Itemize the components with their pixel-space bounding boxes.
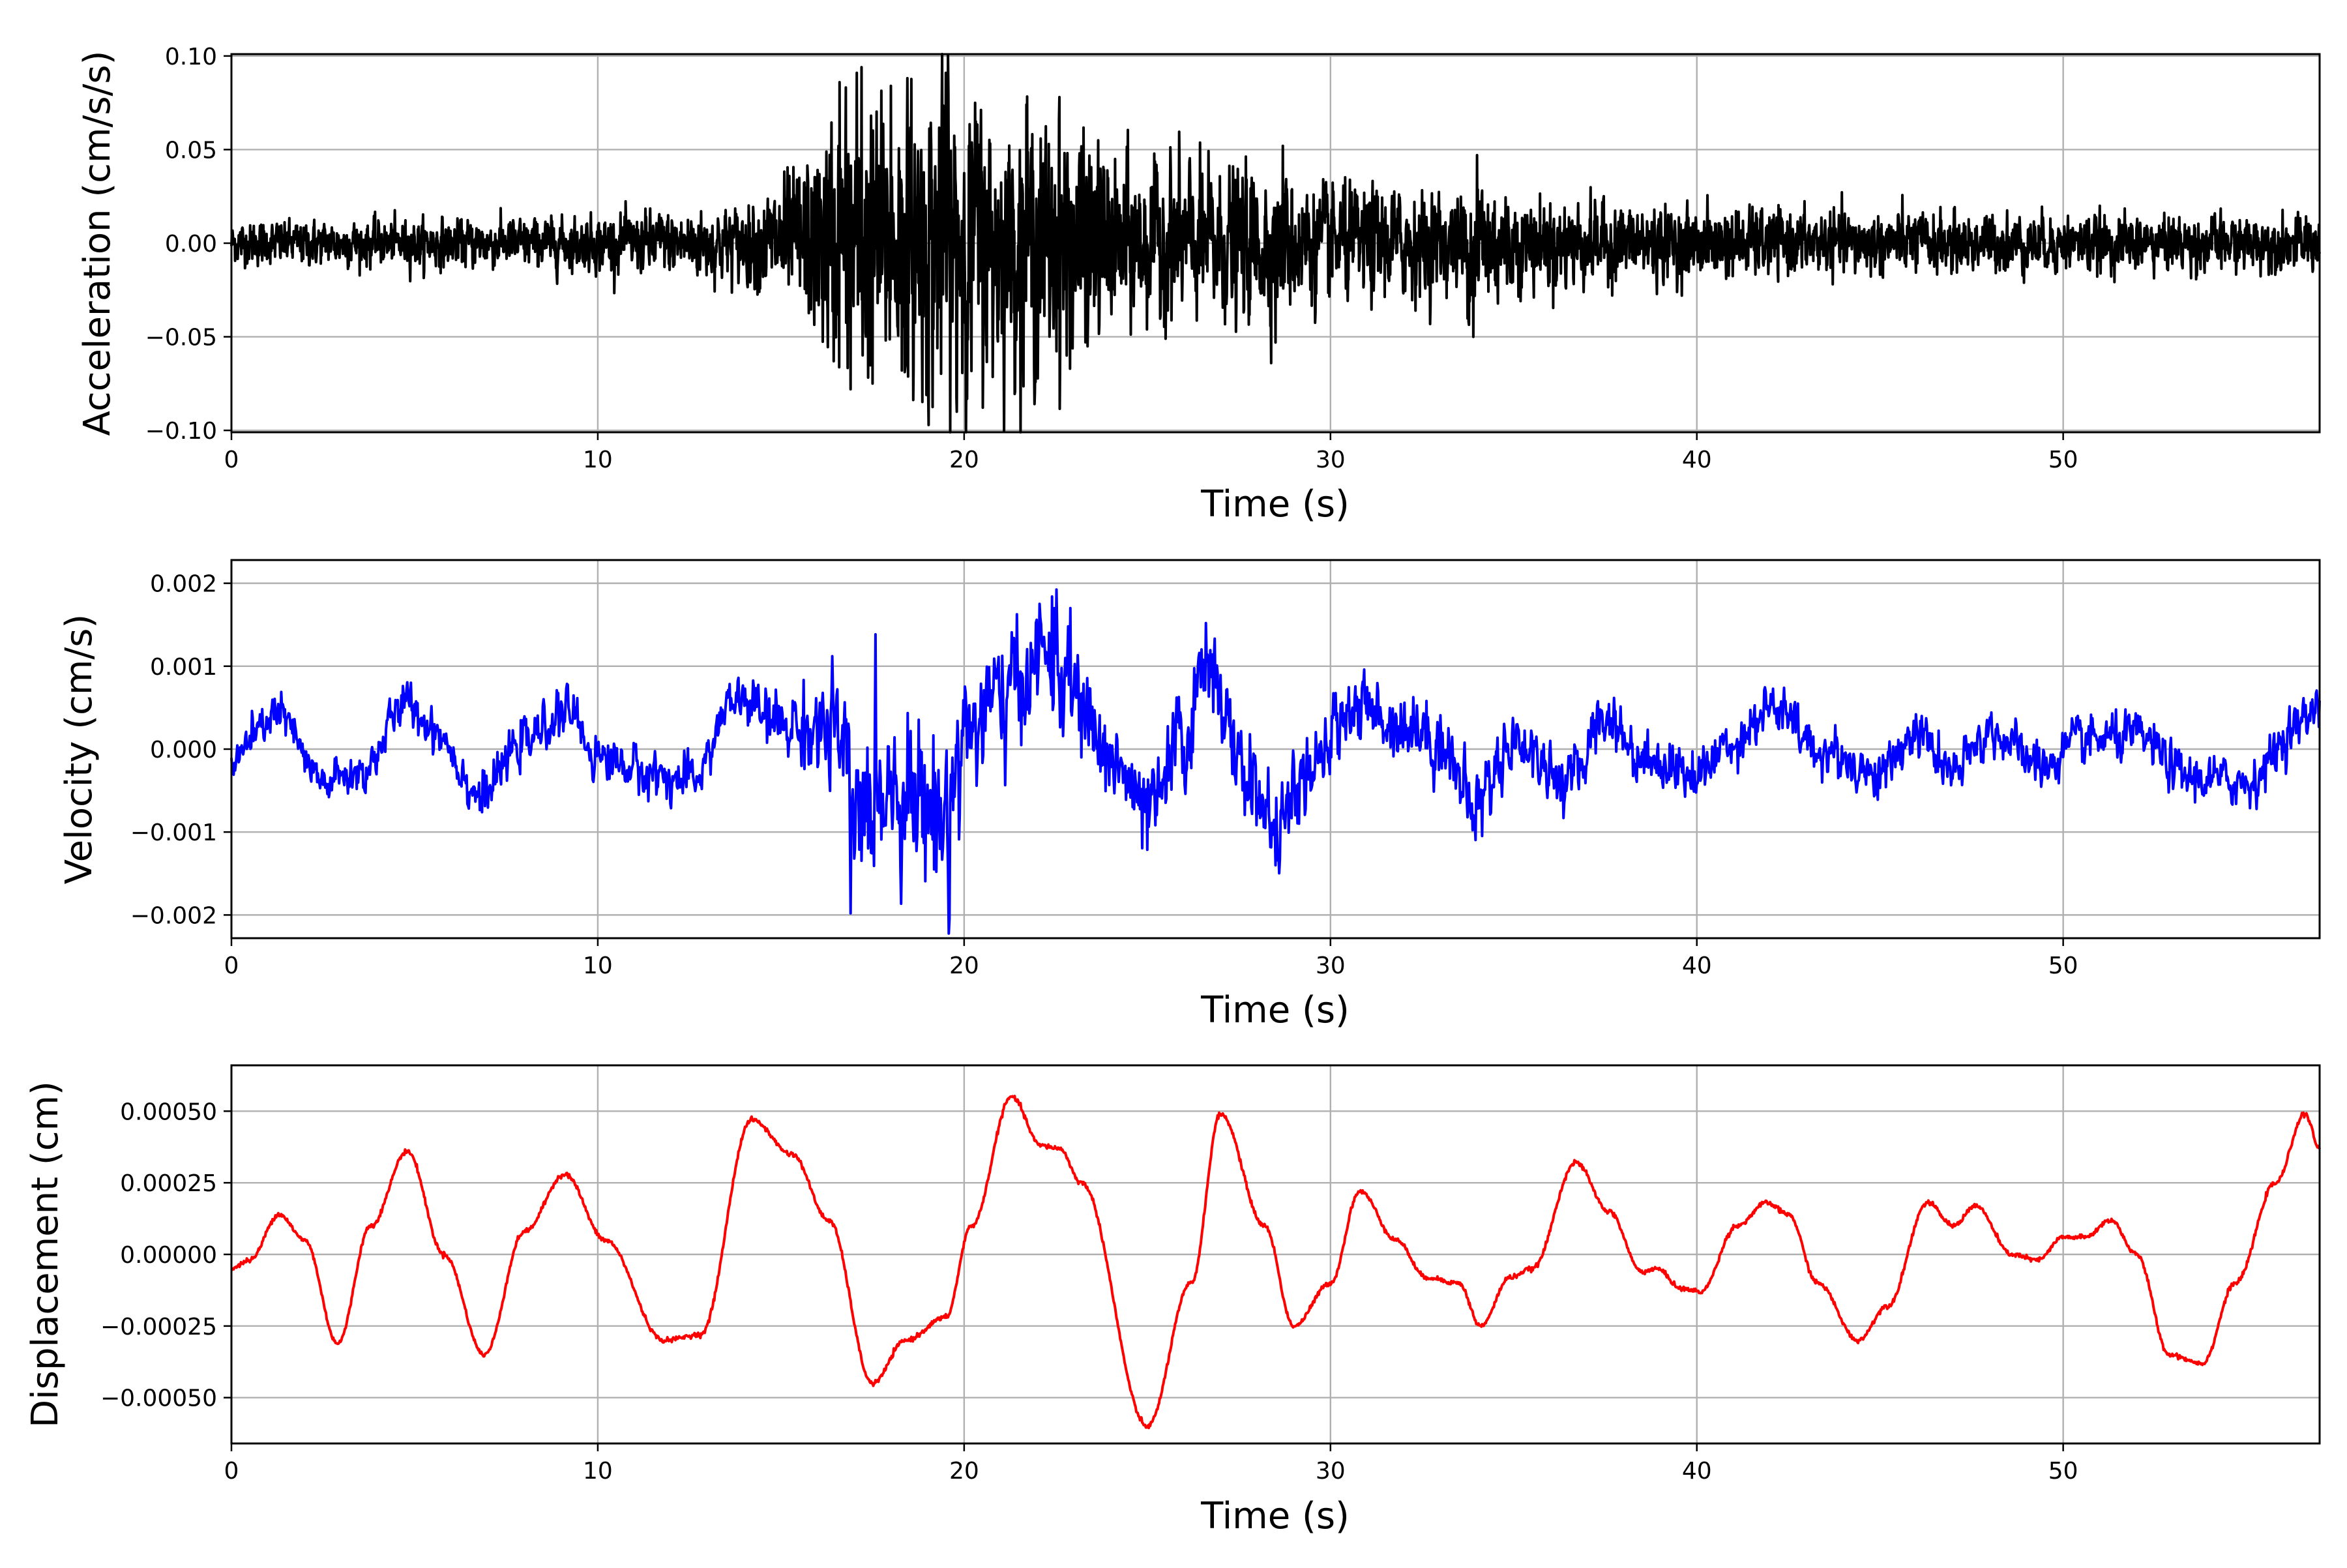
displacement-x-tick-label: 40	[1682, 1458, 1712, 1485]
displacement-x-tick-label: 0	[224, 1458, 239, 1485]
acceleration-y-tick-label: −0.05	[145, 325, 217, 351]
velocity-y-tick-label: 0.002	[150, 571, 217, 598]
acceleration-series-line	[230, 53, 2321, 434]
displacement-y-tick-label: 0.00000	[120, 1242, 217, 1269]
velocity-x-tick-label: 40	[1682, 953, 1712, 979]
velocity-series	[230, 588, 2321, 935]
acceleration-x-tick-label: 10	[583, 447, 613, 473]
displacement-x-tick-label: 20	[949, 1458, 979, 1485]
displacement-panel: 0 10 20 30 40 50 −0.00050 −0.00025 0.00000 0.0002…	[24, 1064, 2321, 1537]
acceleration-series	[230, 53, 2321, 434]
displacement-y-tick-label: −0.00025	[100, 1314, 217, 1340]
acceleration-y-tick-label: 0.10	[165, 44, 217, 70]
displacement-x-tick-label: 50	[2048, 1458, 2078, 1485]
displacement-x-axis-label: Time (s)	[1200, 1495, 1350, 1537]
acceleration-ticks: 0 10 20 30 40 50 −0.10 −0.05 0.00 0.05 0.10	[145, 44, 2078, 473]
acceleration-y-axis-label: Acceleration (cm/s/s)	[76, 51, 119, 436]
acceleration-y-tick-label: −0.10	[145, 418, 217, 445]
acceleration-x-tick-label: 0	[224, 447, 239, 473]
displacement-x-tick-label: 30	[1316, 1458, 1346, 1485]
velocity-x-tick-label: 50	[2048, 953, 2078, 979]
displacement-x-tick-label: 10	[583, 1458, 613, 1485]
velocity-y-tick-label: 0.000	[150, 737, 217, 763]
displacement-series	[230, 1095, 2321, 1430]
velocity-x-tick-label: 20	[949, 953, 979, 979]
acceleration-x-tick-label: 50	[2048, 447, 2078, 473]
acceleration-x-axis-label: Time (s)	[1200, 483, 1350, 525]
acceleration-x-tick-label: 30	[1316, 447, 1346, 473]
velocity-y-tick-label: −0.002	[130, 902, 217, 929]
velocity-x-axis-label: Time (s)	[1200, 989, 1350, 1031]
displacement-grid	[230, 1065, 2320, 1443]
displacement-ticks: 0 10 20 30 40 50 −0.00050 −0.00025 0.00000 0.0002…	[100, 1099, 2078, 1485]
velocity-y-axis-label: Velocity (cm/s)	[58, 614, 100, 885]
displacement-y-tick-label: 0.00050	[120, 1099, 217, 1125]
velocity-x-tick-label: 0	[224, 953, 239, 979]
velocity-panel: 0 10 20 30 40 50 −0.002 −0.001 0.000 0.001 0.002 T…	[58, 559, 2321, 1031]
displacement-y-tick-label: −0.00050	[100, 1385, 217, 1412]
acceleration-x-tick-label: 40	[1682, 447, 1712, 473]
velocity-series-line	[230, 588, 2321, 935]
velocity-y-tick-label: 0.001	[150, 654, 217, 681]
velocity-y-tick-label: −0.001	[130, 820, 217, 846]
velocity-x-tick-label: 10	[583, 953, 613, 979]
displacement-y-axis-label: Displacement (cm)	[24, 1081, 66, 1428]
velocity-x-tick-label: 30	[1316, 953, 1346, 979]
acceleration-y-tick-label: 0.00	[165, 231, 217, 258]
acceleration-y-tick-label: 0.05	[165, 137, 217, 164]
acceleration-panel: 0 10 20 30 40 50 −0.10 −0.05 0.00 0.05 0.10 Time (…	[76, 44, 2321, 525]
velocity-ticks: 0 10 20 30 40 50 −0.002 −0.001 0.000 0.001 0.002	[130, 571, 2078, 979]
displacement-series-line	[230, 1095, 2321, 1430]
displacement-y-tick-label: 0.00025	[120, 1170, 217, 1197]
acceleration-x-tick-label: 20	[949, 447, 979, 473]
